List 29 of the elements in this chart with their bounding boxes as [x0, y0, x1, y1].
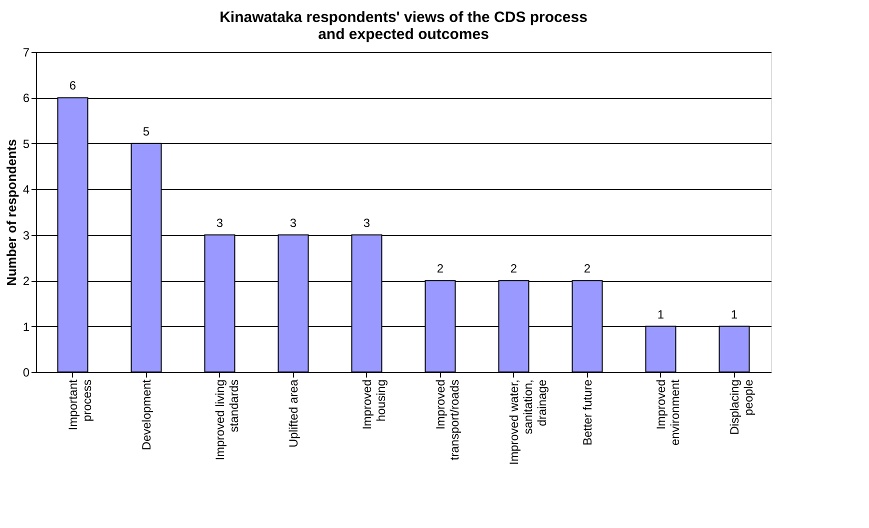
x-tick-label: Important process	[66, 378, 94, 430]
data-label: 6	[69, 78, 76, 93]
y-tick-label: 1	[22, 320, 30, 334]
x-tick-label: Improved housing	[360, 380, 388, 430]
data-label: 5	[142, 124, 150, 138]
data-label: 3	[363, 216, 370, 230]
data-label: 3	[290, 216, 297, 230]
x-tick-label: Improved water, sanitation, drainage	[506, 379, 549, 465]
y-tick-label: 0	[22, 366, 30, 380]
y-tick-label: 5	[22, 136, 30, 151]
data-label: 3	[216, 216, 224, 230]
y-tick-label: 3	[22, 228, 30, 242]
y-tick-label: 7	[22, 46, 30, 60]
x-tick-label: Development	[139, 378, 154, 450]
chart-title: Kinawataka respondents' views of the CDS process and expected outcomes	[220, 9, 588, 43]
x-tick-label: Displacing people	[727, 379, 756, 435]
x-tick-label: Better future	[580, 379, 594, 446]
data-label: 1	[730, 307, 738, 322]
x-tick-label: Uplifted area	[286, 379, 300, 448]
y-tick-label: 4	[22, 182, 30, 197]
y-tick-label: 2	[22, 274, 30, 288]
y-axis-title: Number of respondents	[4, 139, 19, 286]
data-label: 2	[510, 262, 518, 276]
x-tick-label: Improved living standards	[212, 380, 241, 460]
data-label: 2	[436, 262, 444, 276]
y-tick-label: 6	[22, 91, 30, 106]
data-label: 2	[584, 262, 591, 276]
x-tick-label: Improved environment	[654, 378, 682, 446]
data-label: 1	[657, 307, 664, 322]
